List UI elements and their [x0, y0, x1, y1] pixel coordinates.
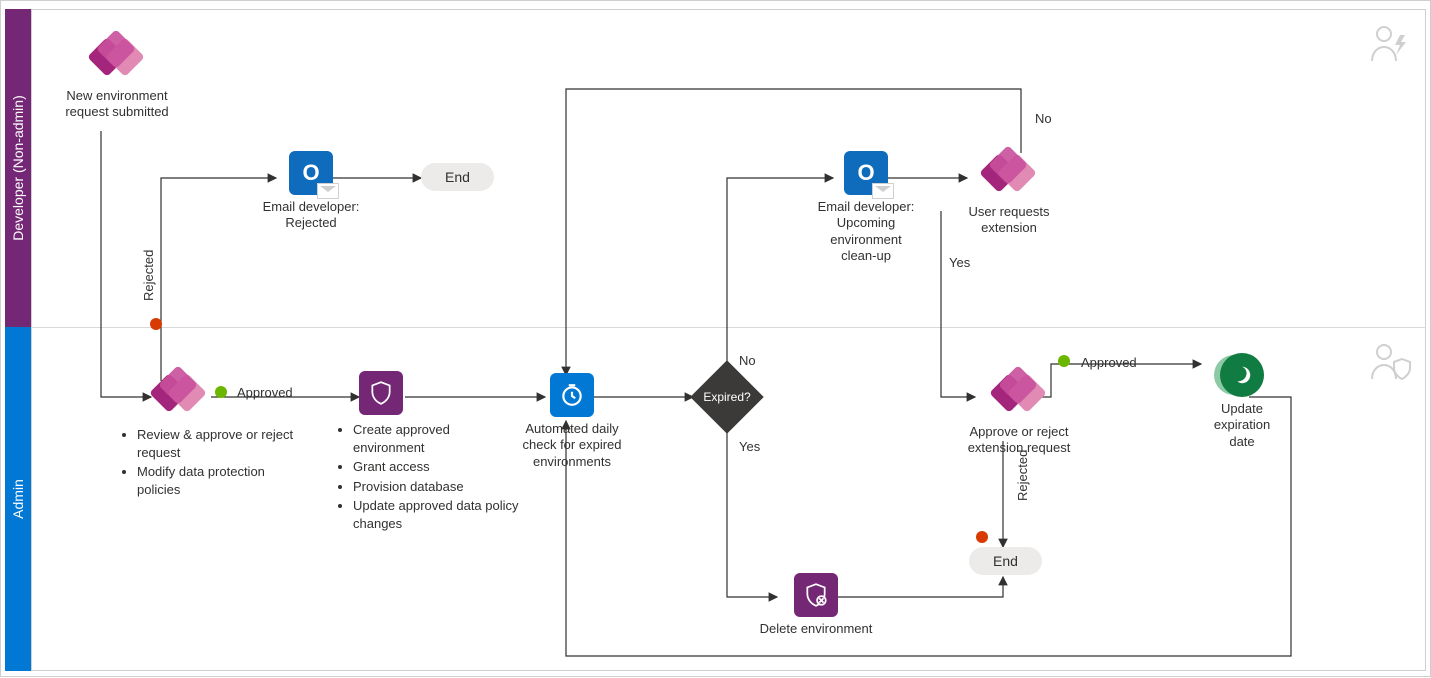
node-approve-extension: Approve or reject extension request — [949, 369, 1089, 457]
swimlane-label-developer: Developer (Non-admin) — [10, 95, 26, 241]
decision-label: Expired? — [691, 390, 763, 404]
status-dot-approved — [1058, 355, 1070, 367]
node-end-top: End — [421, 163, 494, 191]
node-email-cleanup: O Email developer: Upcoming environment … — [801, 151, 931, 264]
node-end-bottom: End — [969, 547, 1042, 575]
swimlane-label-admin: Admin — [10, 479, 26, 519]
node-label: Email developer: — [251, 199, 371, 215]
node-label: Rejected — [251, 215, 371, 231]
bullet: Update approved data policy changes — [353, 497, 523, 532]
node-expired-decision: Expired? — [691, 361, 763, 433]
node-label: New environment — [57, 88, 177, 104]
node-create-environment: Create approved environment Grant access… — [337, 371, 527, 534]
node-label: environment — [801, 232, 931, 248]
swimlane-divider — [31, 327, 1426, 328]
dataverse-icon — [1220, 353, 1264, 397]
power-apps-icon — [981, 149, 1037, 197]
power-apps-icon — [89, 33, 145, 81]
edge-label: Approved — [1081, 355, 1137, 370]
bullet: Provision database — [353, 478, 523, 496]
diagram-canvas: Developer (Non-admin) Admin — [0, 0, 1431, 677]
terminator: End — [421, 163, 494, 191]
node-label: environments — [507, 454, 637, 470]
edge-label: Yes — [949, 255, 970, 270]
node-label: Update — [1187, 401, 1297, 417]
edge-label: No — [1035, 111, 1052, 126]
edge-label: Rejected — [141, 250, 156, 301]
node-label: check for expired — [507, 437, 637, 453]
status-dot-rejected — [150, 318, 162, 330]
bullet: Review & approve or reject request — [137, 426, 297, 461]
bullet: Modify data protection policies — [137, 463, 297, 498]
bullet: Create approved environment — [353, 421, 523, 456]
node-label: date — [1187, 434, 1297, 450]
power-apps-icon — [991, 369, 1047, 417]
node-label: Delete environment — [741, 621, 891, 637]
terminator: End — [969, 547, 1042, 575]
node-delete-environment: Delete environment — [741, 573, 891, 637]
diagram-border — [31, 9, 1426, 671]
shield-remove-icon — [794, 573, 838, 617]
status-dot-approved — [215, 386, 227, 398]
clock-icon — [550, 373, 594, 417]
node-label: Automated daily — [507, 421, 637, 437]
swimlane-bar-admin: Admin — [5, 327, 31, 671]
outlook-icon: O — [289, 151, 333, 195]
node-daily-check: Automated daily check for expired enviro… — [507, 373, 637, 470]
bullet: Grant access — [353, 458, 523, 476]
node-new-request: New environment request submitted — [57, 33, 177, 121]
node-label: expiration — [1187, 417, 1297, 433]
shield-gear-icon — [359, 371, 403, 415]
node-label: request submitted — [57, 104, 177, 120]
edge-label: No — [739, 353, 756, 368]
node-label: clean-up — [801, 248, 931, 264]
node-label: User requests — [949, 204, 1069, 220]
watermark-user-shield-icon — [1370, 341, 1412, 384]
outlook-icon: O — [844, 151, 888, 195]
node-label: Email developer: — [801, 199, 931, 215]
edge-label: Approved — [237, 385, 293, 400]
node-user-extension: User requests extension — [949, 149, 1069, 237]
node-email-rejected: O Email developer: Rejected — [251, 151, 371, 232]
edge-label: Rejected — [1015, 450, 1030, 501]
power-apps-icon — [151, 369, 207, 417]
node-label: extension — [949, 220, 1069, 236]
node-update-expiration: Update expiration date — [1187, 353, 1297, 450]
node-label: Approve or reject — [949, 424, 1089, 440]
node-label: Upcoming — [801, 215, 931, 231]
swimlane-bar-developer: Developer (Non-admin) — [5, 9, 31, 327]
watermark-user-bolt-icon — [1370, 23, 1412, 66]
status-dot-rejected — [976, 531, 988, 543]
edge-label: Yes — [739, 439, 760, 454]
